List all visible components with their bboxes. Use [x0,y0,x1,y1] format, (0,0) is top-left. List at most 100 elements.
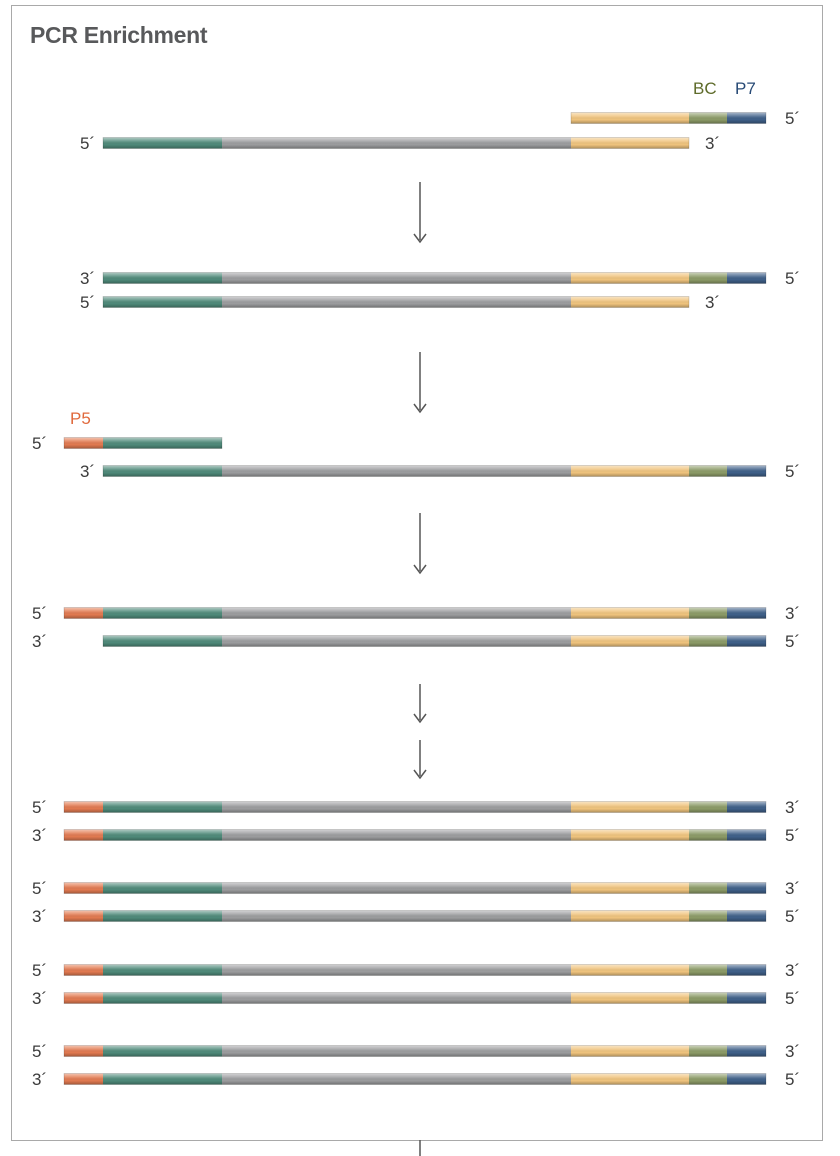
strand-left-label: 5´ [32,879,47,898]
p5-label: P5 [70,409,91,428]
dna-strand: 5´ 3´ [32,798,800,817]
segment-shading [727,272,766,284]
segment-shading [727,1045,766,1057]
segment-shading [689,992,727,1004]
segment-shading [689,801,727,813]
segment-shading [689,910,727,922]
strand-right-label: 3´ [785,879,800,898]
segment-shading [222,992,571,1004]
strand-outline [63,801,767,813]
down-arrow-icon [413,684,427,724]
segment-shading [689,964,727,976]
strand-right-label: 5´ [785,632,800,651]
segment-shading [689,635,727,647]
strand-left-label: 3´ [80,269,95,288]
segment-shading [727,112,766,124]
dna-strand: 5´ [32,434,223,453]
segment-shading [222,465,571,477]
segment-shading [103,635,222,647]
segment-shading [64,801,103,813]
segment-shading [103,992,222,1004]
segment-shading [727,607,766,619]
strand-right-label: 5´ [785,269,800,288]
segment-shading [571,801,689,813]
segment-shading [727,801,766,813]
down-arrow-icon [413,352,427,414]
dna-strand: 5´ 3´ [32,961,800,980]
dna-strand: 3´ 5´ [32,1070,800,1089]
segment-shading [727,635,766,647]
strand-outline [63,910,767,922]
strand-left-label: 3´ [32,826,47,845]
down-arrow-icon [413,513,427,575]
segment-shading [689,112,727,124]
segment-shading [222,1073,571,1085]
dna-strand: 5´ 3´ [32,1042,800,1061]
strand-right-label: 3´ [785,798,800,817]
strand-right-label: 3´ [705,293,720,312]
segment-shading [103,437,222,449]
segment-shading [64,829,103,841]
segment-shading [689,607,727,619]
segment-shading [571,882,689,894]
segment-shading [727,1073,766,1085]
strand-right-label: 5´ [785,462,800,481]
segment-shading [64,607,103,619]
strand-outline [63,1073,767,1085]
strand-right-label: 3´ [785,1042,800,1061]
segment-shading [222,801,571,813]
segment-shading [727,882,766,894]
segment-shading [222,137,571,149]
dna-strand: 5´ 3´ [32,879,800,898]
segment-shading [103,910,222,922]
segment-shading [103,272,222,284]
segment-shading [64,1073,103,1085]
segment-shading [571,465,689,477]
strand-outline [63,964,767,976]
segment-shading [727,829,766,841]
dna-strand: 5´ 3´ [32,604,800,623]
segment-shading [222,829,571,841]
strand-left-label: 3´ [32,989,47,1008]
dna-strand: 5´ 3´ [80,134,720,153]
strand-right-label: 5´ [785,1070,800,1089]
page-title: PCR Enrichment [30,22,208,48]
segment-shading [222,1045,571,1057]
segment-shading [689,272,727,284]
segment-shading [727,910,766,922]
strand-right-label: 3´ [785,604,800,623]
strand-left-label: 5´ [32,798,47,817]
strand-outline [102,272,767,284]
strand-left-label: 5´ [80,134,95,153]
strand-left-label: 3´ [32,907,47,926]
dna-strand: 5´ 3´ [80,293,720,312]
p7-label: P7 [735,79,756,98]
dna-strand: 3´ 5´ [80,269,800,288]
segment-shading [571,964,689,976]
segment-shading [64,910,103,922]
segment-shading [571,829,689,841]
segment-shading [64,882,103,894]
segment-shading [222,882,571,894]
segment-shading [689,465,727,477]
strand-left-label: 3´ [80,462,95,481]
segment-shading [64,437,103,449]
diagram-frame [11,5,823,1141]
strand-outline [102,137,690,149]
segment-shading [103,607,222,619]
segment-shading [222,635,571,647]
strand-right-label: 3´ [785,961,800,980]
segment-shading [689,882,727,894]
segment-shading [727,964,766,976]
segment-shading [571,992,689,1004]
down-arrow-icon [413,182,427,244]
strand-left-label: 3´ [32,632,47,651]
segment-shading [571,1045,689,1057]
segment-shading [222,272,571,284]
strand-outline [63,437,223,449]
segment-shading [103,137,222,149]
strand-left-label: 5´ [32,604,47,623]
dna-strand: 3´ 5´ [32,826,800,845]
strand-outline [102,635,767,647]
